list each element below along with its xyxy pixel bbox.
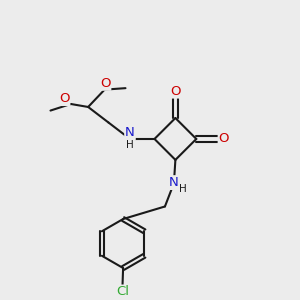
Text: O: O [170, 85, 181, 98]
Text: H: H [179, 184, 187, 194]
Text: O: O [59, 92, 70, 105]
Text: Cl: Cl [116, 285, 129, 298]
Text: N: N [168, 176, 178, 189]
Text: N: N [125, 127, 135, 140]
Text: O: O [219, 132, 229, 146]
Text: O: O [100, 77, 110, 90]
Text: H: H [126, 140, 134, 150]
